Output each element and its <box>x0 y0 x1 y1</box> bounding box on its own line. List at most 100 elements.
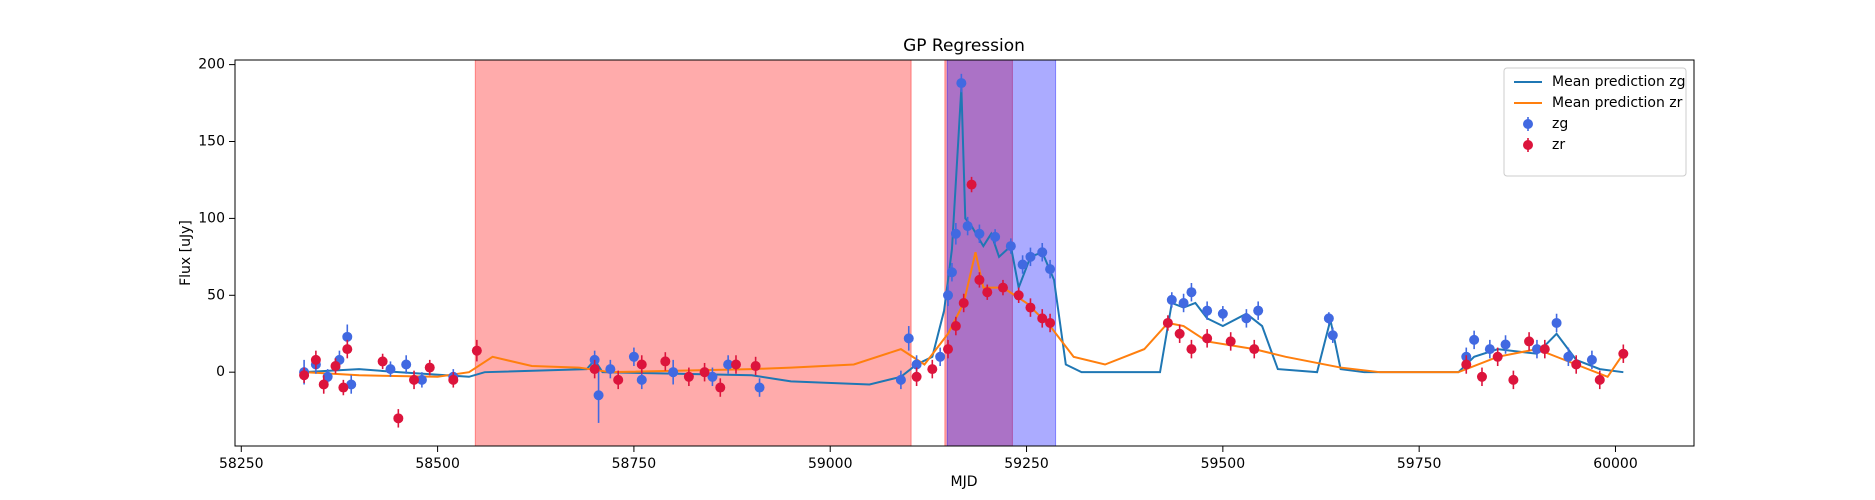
data-point <box>1166 294 1177 305</box>
data-point <box>1484 344 1495 355</box>
data-point <box>1508 374 1519 385</box>
x-tick-label: 58750 <box>612 456 657 472</box>
legend-box <box>1503 67 1687 177</box>
data-point <box>1186 344 1197 355</box>
data-point <box>958 297 969 308</box>
data-point <box>1005 241 1016 252</box>
data-point <box>416 374 427 385</box>
data-point <box>1249 344 1260 355</box>
data-point <box>1524 336 1535 347</box>
data-point <box>1476 371 1487 382</box>
data-point <box>1618 348 1629 359</box>
legend-swatch <box>1523 119 1533 129</box>
x-tick-label: 58250 <box>219 456 264 472</box>
data-point <box>1492 351 1503 362</box>
data-point <box>1045 264 1056 275</box>
data-point <box>660 356 671 367</box>
x-axis-label: MJD <box>951 474 978 490</box>
axes-frame <box>234 59 1695 447</box>
data-point <box>342 344 353 355</box>
data-point <box>997 282 1008 293</box>
x-tick-label: 59250 <box>1004 456 1049 472</box>
data-point <box>1241 313 1252 324</box>
data-point <box>636 374 647 385</box>
data-point <box>974 274 985 285</box>
y-axis-label: Flux [uJy] <box>178 220 194 286</box>
data-point <box>950 228 961 239</box>
data-point <box>1551 317 1562 328</box>
data-point <box>1037 313 1048 324</box>
data-point <box>1013 290 1024 301</box>
data-point <box>1045 317 1056 328</box>
data-point <box>1186 287 1197 298</box>
x-tick-label: 59500 <box>1201 456 1246 472</box>
y-tick-label: 150 <box>198 134 225 150</box>
data-point <box>946 267 957 278</box>
x-tick-label: 59000 <box>808 456 853 472</box>
data-point <box>956 78 967 89</box>
data-point <box>1531 344 1542 355</box>
data-point <box>424 362 435 373</box>
data-point <box>715 382 726 393</box>
data-point <box>605 364 616 375</box>
data-point <box>723 359 734 370</box>
legend-label: Mean prediction zg <box>1552 74 1686 90</box>
data-point <box>668 367 679 378</box>
data-point <box>1571 359 1582 370</box>
data-point <box>393 413 404 424</box>
data-point <box>636 359 647 370</box>
data-point <box>707 371 718 382</box>
chart-title: GP Regression <box>903 36 1025 56</box>
shaded-region <box>474 60 912 446</box>
data-point <box>589 364 600 375</box>
data-point <box>1469 334 1480 345</box>
data-point <box>628 351 639 362</box>
data-point <box>593 390 604 401</box>
data-point <box>1217 308 1228 319</box>
data-point <box>962 221 973 232</box>
data-point <box>377 356 388 367</box>
data-point <box>1586 354 1597 365</box>
legend-label: zr <box>1552 137 1565 153</box>
data-point <box>1202 305 1213 316</box>
data-point <box>1327 330 1338 341</box>
data-point <box>990 231 1001 242</box>
data-point <box>1025 251 1036 262</box>
data-point <box>1017 259 1028 270</box>
data-point <box>1539 344 1550 355</box>
data-point <box>982 287 993 298</box>
data-point <box>1178 297 1189 308</box>
data-point <box>750 361 761 372</box>
data-point <box>1174 328 1185 339</box>
data-point <box>903 333 914 344</box>
legend-swatch <box>1523 140 1533 150</box>
data-point <box>385 364 396 375</box>
data-point <box>1323 313 1334 324</box>
y-tick-label: 50 <box>207 287 225 303</box>
y-tick-label: 100 <box>198 210 225 226</box>
x-tick-label: 58500 <box>415 456 460 472</box>
data-point <box>471 345 482 356</box>
x-tick-label: 60000 <box>1593 456 1638 472</box>
y-tick-label: 200 <box>198 57 225 73</box>
x-tick-label: 59750 <box>1397 456 1442 472</box>
data-point <box>1594 374 1605 385</box>
data-point <box>401 359 412 370</box>
data-point <box>943 290 954 301</box>
data-point <box>699 367 710 378</box>
data-point <box>935 351 946 362</box>
data-point <box>895 374 906 385</box>
data-point <box>1563 351 1574 362</box>
data-point <box>730 359 741 370</box>
plot-area <box>299 60 1629 446</box>
data-point <box>318 379 329 390</box>
data-point <box>943 344 954 355</box>
data-point <box>950 321 961 332</box>
data-point <box>342 331 353 342</box>
data-point <box>683 371 694 382</box>
data-point <box>330 361 341 372</box>
data-point <box>1025 302 1036 313</box>
data-point <box>1162 317 1173 328</box>
